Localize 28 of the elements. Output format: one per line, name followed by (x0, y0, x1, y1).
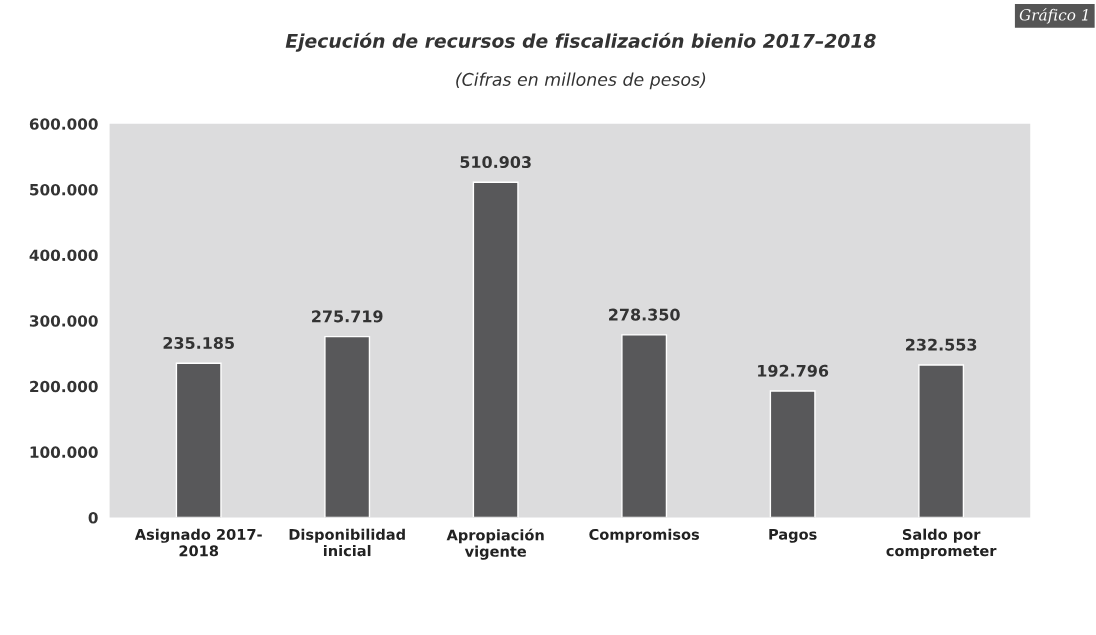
bar (769, 390, 816, 518)
data-label: 510.903 (460, 156, 531, 169)
y-tick-label: 0 (88, 511, 98, 524)
y-tick-label: 500.000 (30, 183, 98, 196)
y-tick-label: 200.000 (30, 380, 98, 393)
x-tick-label: Asignado 2017- 2018 (134, 528, 262, 557)
y-tick-label: 400.000 (29, 249, 98, 262)
data-label: 275.719 (312, 310, 383, 323)
y-tick-label: 600.000 (29, 118, 98, 130)
bar (621, 334, 668, 518)
bar (472, 181, 519, 518)
data-label: 192.796 (758, 364, 829, 377)
data-label: 235.185 (163, 336, 234, 349)
bar (918, 364, 965, 518)
bar (324, 335, 371, 518)
x-tick-label: Apropiación vigente (446, 528, 544, 560)
text: Gráfico 1 (1019, 8, 1088, 24)
chart-subtitle: (Cifras en millones de pesos) (456, 72, 706, 90)
y-tick-label: 100.000 (30, 446, 98, 458)
x-tick-label: Compromisos (589, 528, 700, 543)
data-label: 232.553 (906, 338, 977, 351)
x-tick-label: Disponibilidad inicial (289, 528, 405, 557)
x-tick-label: Saldo por comprometer (886, 528, 997, 560)
bar (175, 362, 222, 518)
chart-title: Ejecución de recursos de fiscalización bienio 2017–2018 (285, 32, 876, 52)
data-label: 278.350 (609, 308, 680, 321)
x-tick-label: Pagos (769, 528, 817, 543)
y-tick-label: 300.000 (29, 315, 98, 327)
